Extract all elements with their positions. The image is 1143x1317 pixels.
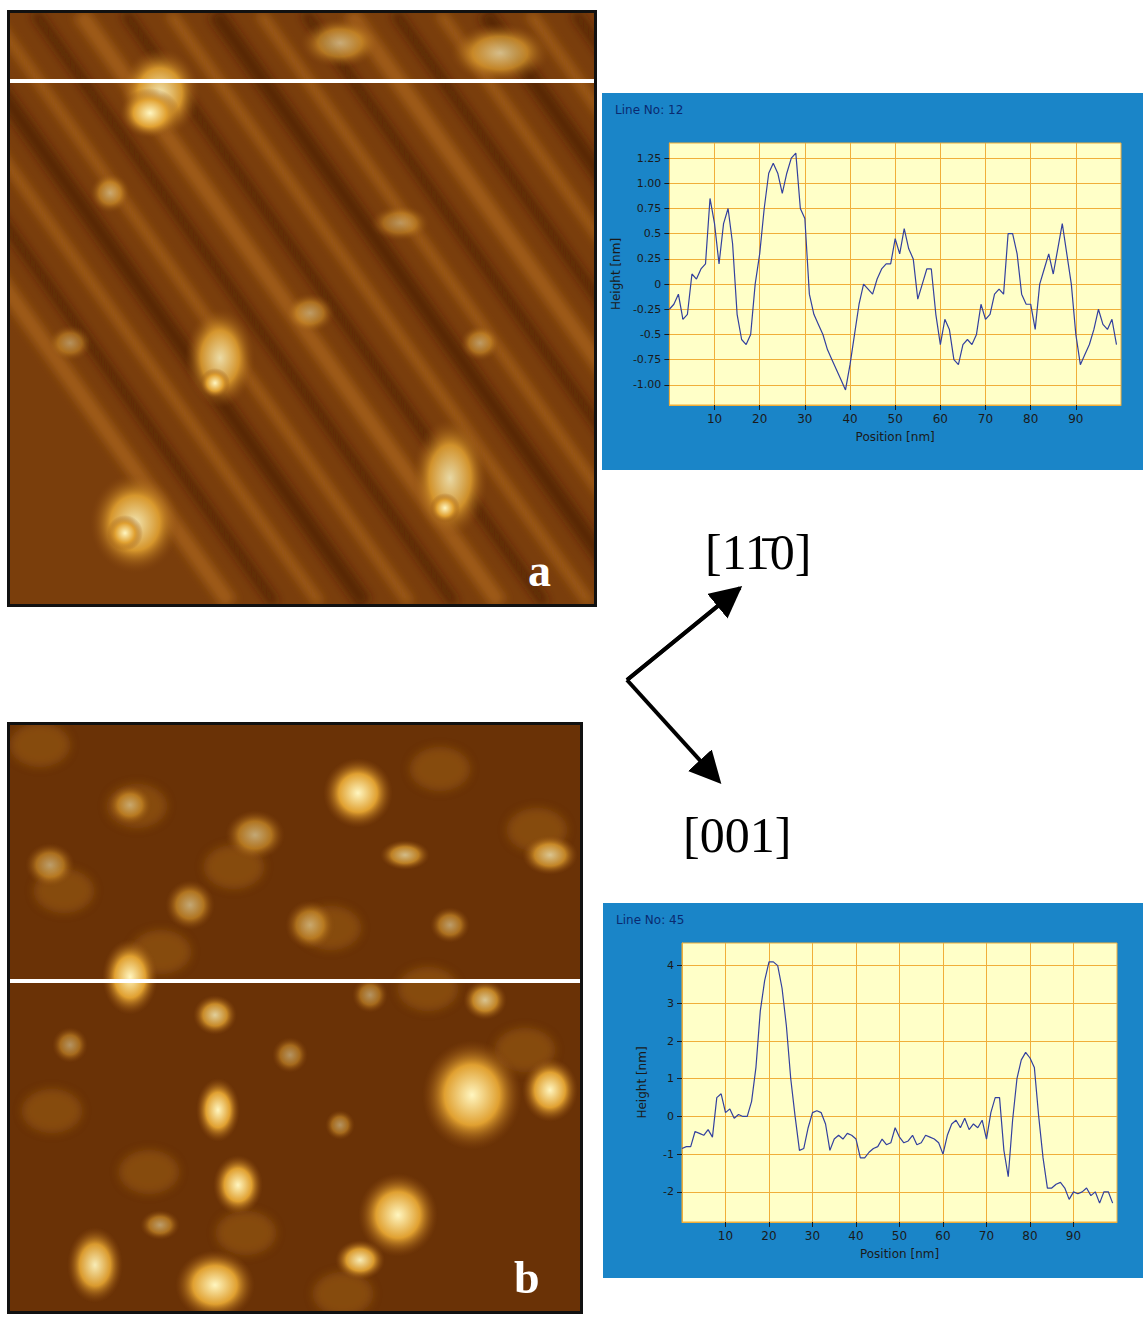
svg-text:20: 20 xyxy=(761,1229,776,1243)
svg-text:2: 2 xyxy=(667,1035,674,1048)
svg-text:-0.5: -0.5 xyxy=(640,328,661,341)
svg-text:Line No: 45: Line No: 45 xyxy=(616,913,684,927)
svg-text:90: 90 xyxy=(1066,1229,1081,1243)
svg-text:3: 3 xyxy=(667,997,674,1010)
svg-text:-1.00: -1.00 xyxy=(633,378,661,391)
svg-text:80: 80 xyxy=(1023,412,1038,426)
svg-text:Line No: 12: Line No: 12 xyxy=(615,103,683,117)
svg-text:30: 30 xyxy=(805,1229,820,1243)
svg-text:-1: -1 xyxy=(663,1148,674,1161)
svg-text:1.00: 1.00 xyxy=(637,177,662,190)
svg-text:60: 60 xyxy=(933,412,948,426)
svg-text:Height [nm]: Height [nm] xyxy=(635,1046,649,1118)
svg-text:70: 70 xyxy=(979,1229,994,1243)
svg-text:40: 40 xyxy=(842,412,857,426)
svg-text:0.75: 0.75 xyxy=(637,202,662,215)
html-text:[001]: [001] xyxy=(683,807,792,863)
svg-text:80: 80 xyxy=(1022,1229,1037,1243)
html-text:b: b xyxy=(514,1252,540,1303)
svg-text:90: 90 xyxy=(1068,412,1083,426)
svg-text:-2: -2 xyxy=(663,1185,674,1198)
svg-text:Height [nm]: Height [nm] xyxy=(609,238,623,310)
svg-text:0.5: 0.5 xyxy=(644,227,662,240)
html-text:a: a xyxy=(528,545,551,596)
svg-text:1.25: 1.25 xyxy=(637,152,662,165)
svg-text:10: 10 xyxy=(718,1229,733,1243)
svg-text:70: 70 xyxy=(978,412,993,426)
svg-text:1: 1 xyxy=(667,1072,674,1085)
svg-text:-0.75: -0.75 xyxy=(633,353,661,366)
svg-text:30: 30 xyxy=(797,412,812,426)
svg-text:Position [nm]: Position [nm] xyxy=(856,430,935,444)
html-text:[11̄0]: [11̄0] xyxy=(705,524,812,580)
svg-text:50: 50 xyxy=(888,412,903,426)
svg-text:40: 40 xyxy=(848,1229,863,1243)
svg-text:50: 50 xyxy=(892,1229,907,1243)
svg-text:60: 60 xyxy=(935,1229,950,1243)
svg-text:0: 0 xyxy=(654,278,661,291)
svg-text:20: 20 xyxy=(752,412,767,426)
svg-text:10: 10 xyxy=(707,412,722,426)
svg-text:-0.25: -0.25 xyxy=(633,303,661,316)
svg-text:0: 0 xyxy=(667,1110,674,1123)
svg-text:0.25: 0.25 xyxy=(637,252,662,265)
svg-text:Position [nm]: Position [nm] xyxy=(860,1247,939,1261)
svg-text:4: 4 xyxy=(667,959,674,972)
